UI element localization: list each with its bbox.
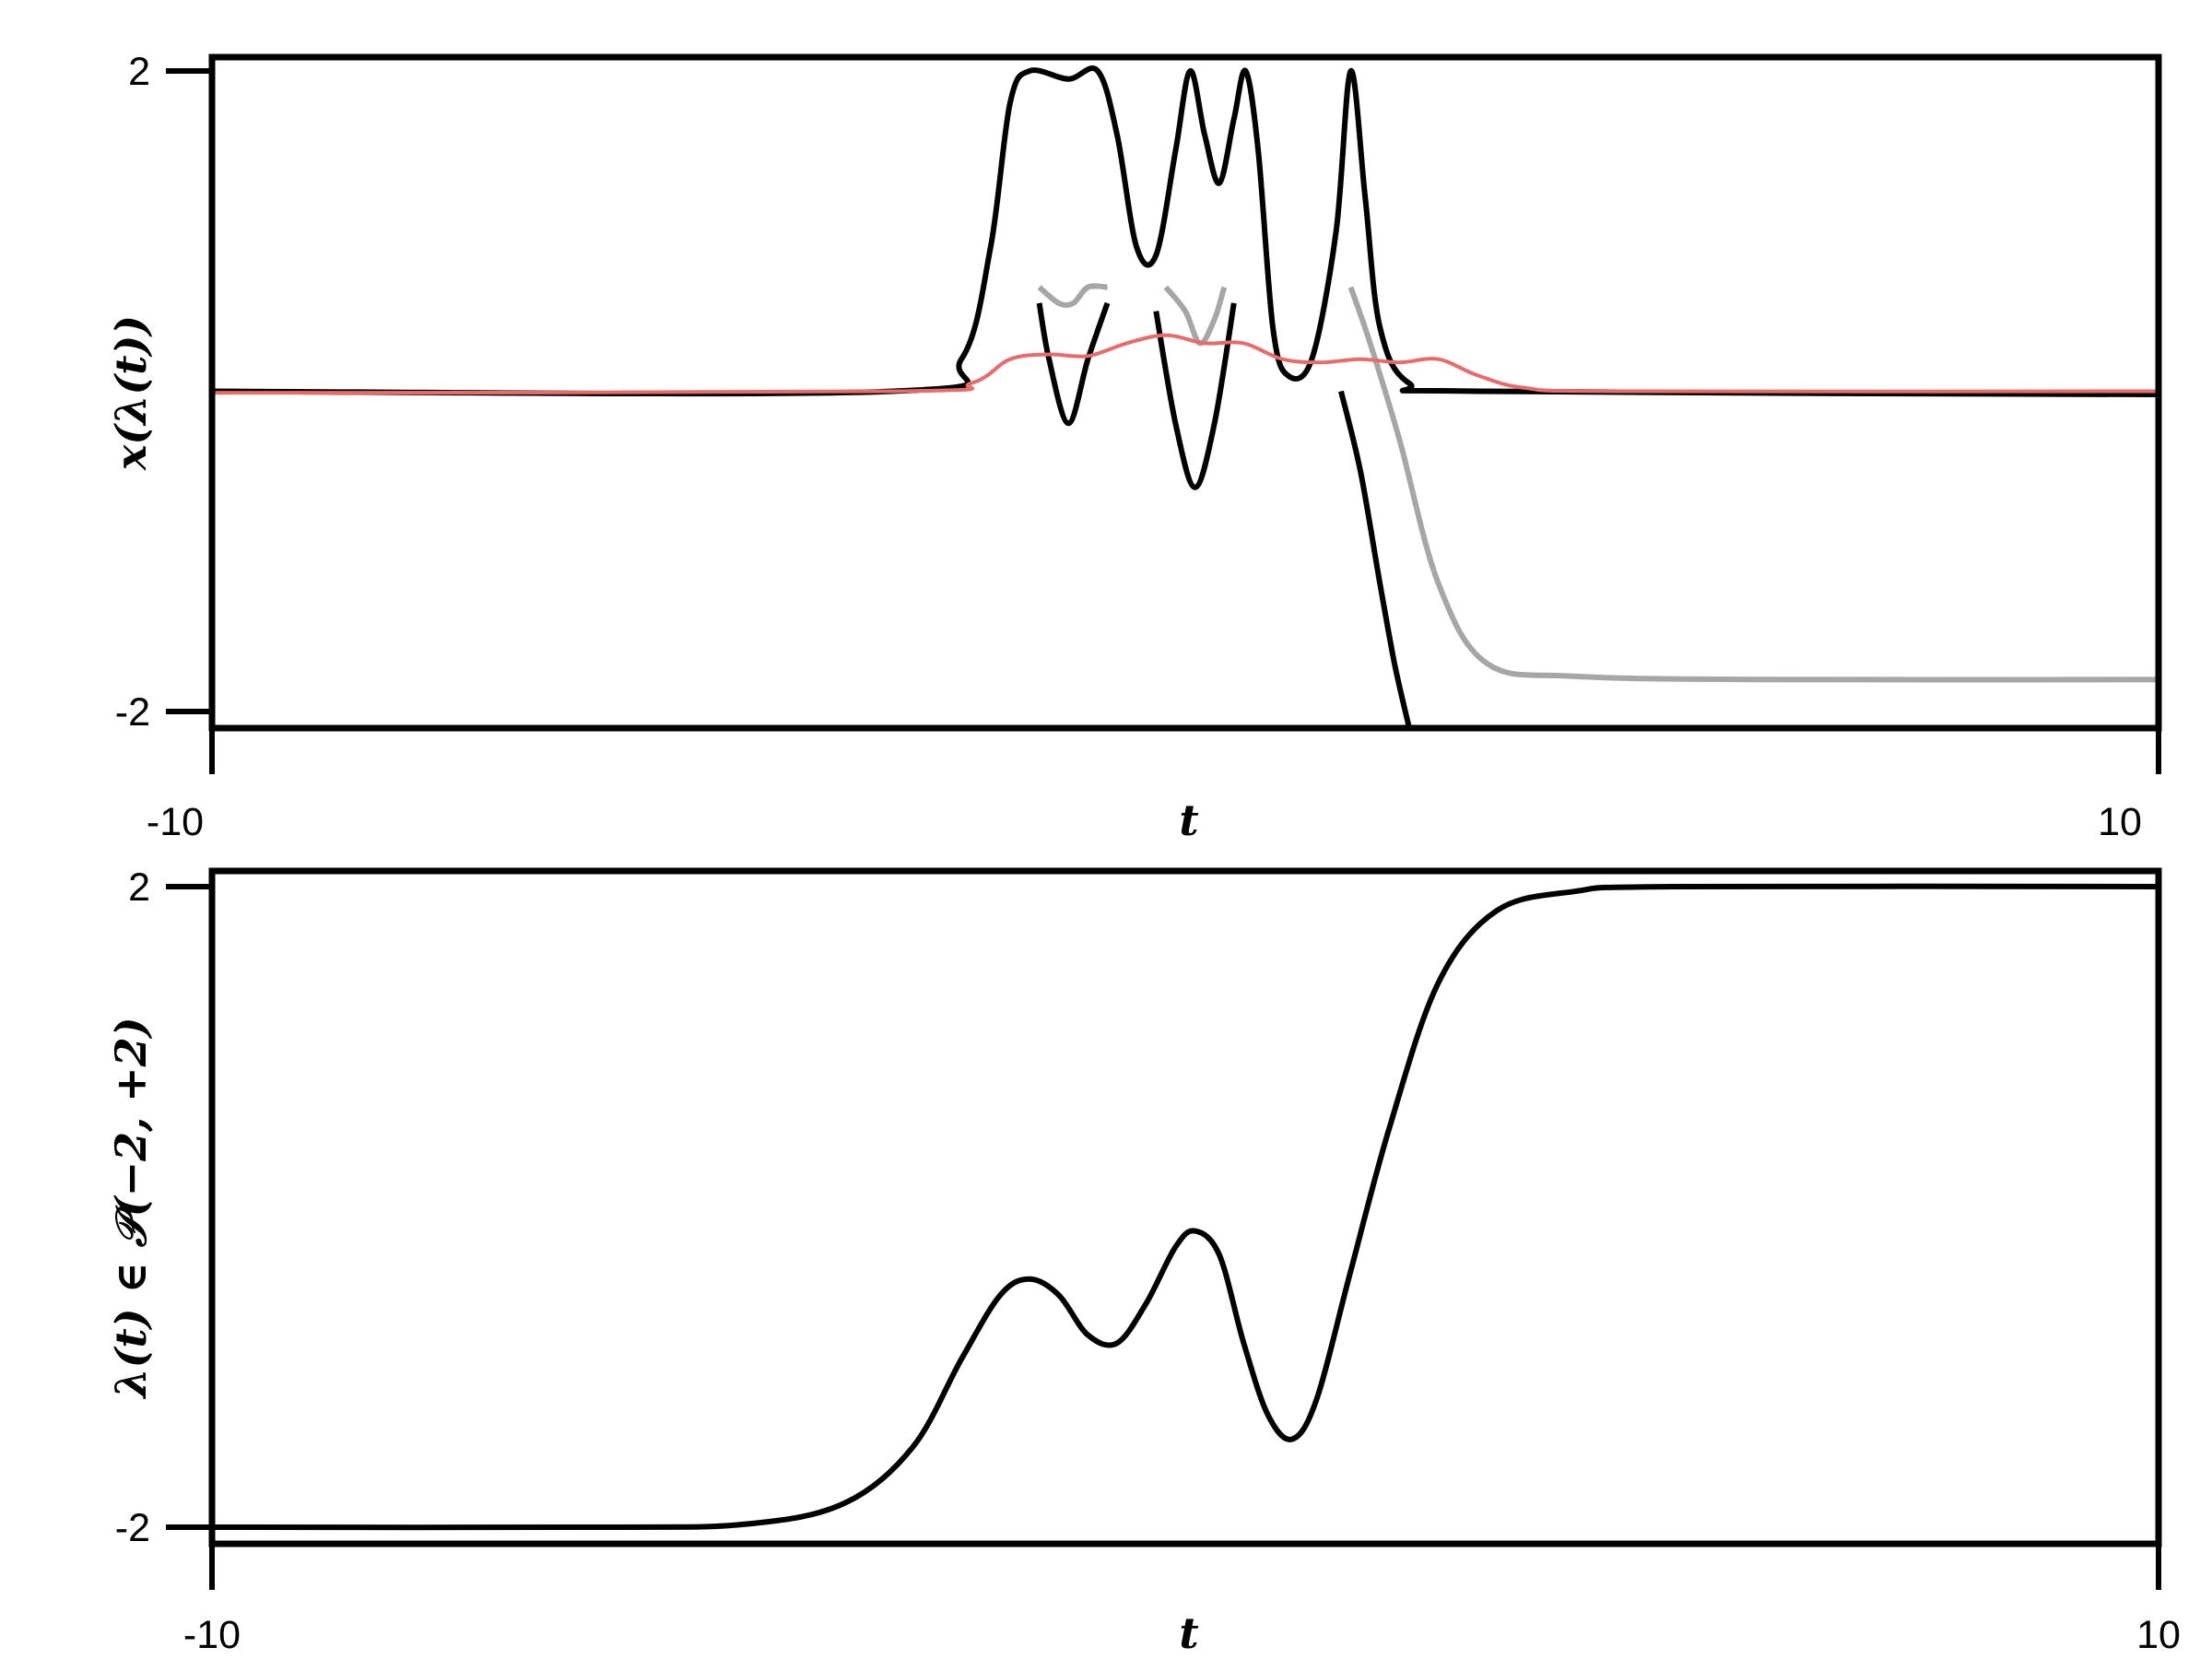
- top-x-tick-label-max: 10: [2098, 800, 2142, 844]
- bottom-x-axis-title: t: [1179, 1608, 1198, 1658]
- top-y-tick-label-max: 2: [128, 50, 150, 94]
- bottom-plot-frame: [208, 867, 2162, 1547]
- top-series-line-7: [1347, 286, 2159, 683]
- top-y-axis-title: x(λ(t)): [106, 315, 156, 471]
- bottom-series-line-1: [212, 883, 2159, 1531]
- bottom-y-tick-label-max: 2: [128, 865, 150, 910]
- top-plot-lines: [212, 65, 2159, 728]
- top-series-line-5: [1037, 283, 1108, 309]
- bottom-panel: 2 -2 -10 10 t λ(t) ∈ 𝒫(−2, +2): [106, 865, 2181, 1658]
- top-x-axis-title: t: [1179, 795, 1198, 845]
- top-series-line-2: [1036, 301, 1111, 427]
- top-panel: 2 -2 -10 10 t x(λ(t)): [106, 50, 2162, 845]
- top-series-line-1: [212, 65, 2159, 397]
- bottom-x-tick-label-min: -10: [183, 1613, 241, 1657]
- bottom-y-axis-title: λ(t) ∈ 𝒫(−2, +2): [106, 1018, 156, 1400]
- top-series-line-4: [1338, 390, 1412, 728]
- top-plot-frame: [208, 53, 2162, 732]
- bottom-x-tick-label-max: 10: [2136, 1613, 2181, 1657]
- bottom-y-tick-label-min: -2: [115, 1506, 150, 1550]
- top-y-tick-label-min: -2: [115, 690, 150, 735]
- top-x-tick-label-min: -10: [147, 800, 204, 844]
- top-series-line-8: [212, 333, 2159, 395]
- bottom-plot-lines: [212, 883, 2159, 1531]
- top-series-line-3: [1153, 302, 1237, 490]
